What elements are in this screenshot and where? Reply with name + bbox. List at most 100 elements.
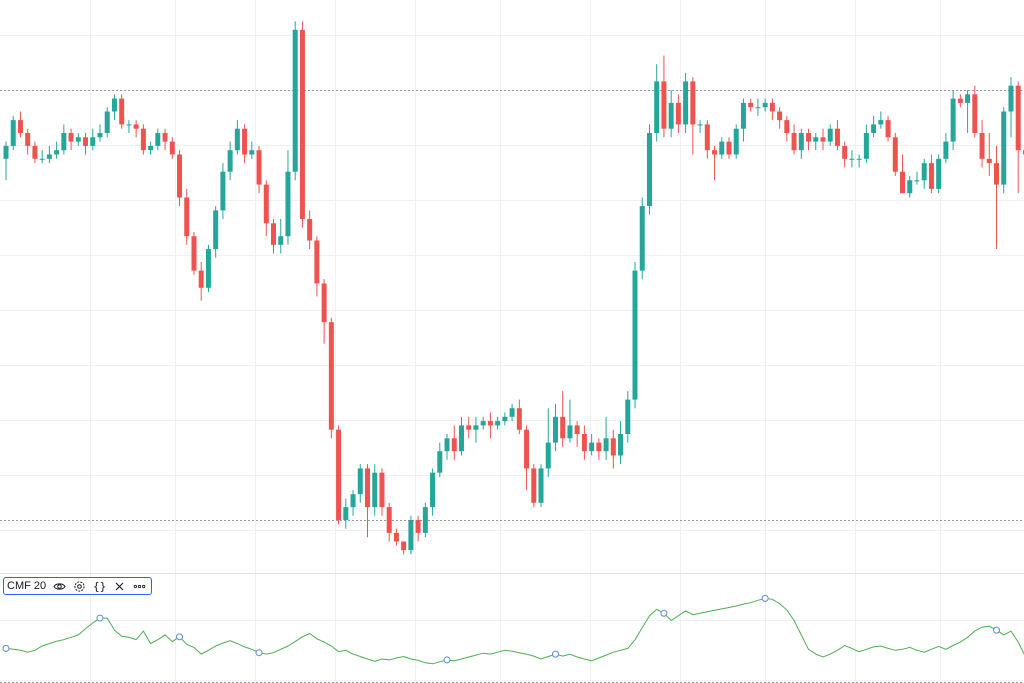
indicator-name: CMF bbox=[7, 580, 31, 592]
candle-body bbox=[61, 133, 67, 151]
candle bbox=[639, 197, 645, 280]
candle-body bbox=[813, 137, 819, 142]
candle-body bbox=[393, 532, 399, 542]
candle bbox=[972, 85, 978, 138]
cmf-marker bbox=[551, 650, 559, 658]
candle bbox=[357, 464, 363, 503]
candle-body bbox=[357, 468, 363, 495]
candle bbox=[654, 64, 660, 142]
source-code-icon[interactable]: {} bbox=[92, 579, 107, 593]
candle-body bbox=[285, 171, 291, 237]
candle-body bbox=[748, 102, 754, 108]
candle bbox=[3, 141, 9, 181]
candle bbox=[61, 124, 67, 155]
candle-body bbox=[994, 163, 1000, 185]
candle-body bbox=[733, 128, 739, 155]
candle bbox=[46, 145, 52, 164]
candle-body bbox=[806, 133, 812, 142]
candle bbox=[119, 94, 125, 129]
candle-body bbox=[589, 442, 595, 452]
candle-body bbox=[834, 128, 840, 146]
indicator-legend[interactable]: CMF 20 {} bbox=[3, 577, 153, 595]
candle-body bbox=[437, 451, 443, 473]
candle-body bbox=[762, 102, 768, 108]
candle bbox=[292, 21, 298, 181]
candle-body bbox=[777, 111, 783, 121]
candle-body bbox=[379, 472, 385, 508]
candle-body bbox=[697, 124, 703, 126]
candle bbox=[885, 115, 891, 142]
candle bbox=[784, 115, 790, 142]
candle bbox=[408, 515, 414, 555]
candle-body bbox=[639, 206, 645, 271]
candle-body bbox=[17, 120, 23, 133]
candle bbox=[697, 120, 703, 133]
close-icon[interactable] bbox=[113, 580, 126, 593]
candle bbox=[661, 55, 667, 138]
candle bbox=[690, 77, 696, 155]
cmf-marker bbox=[993, 626, 1001, 634]
candle bbox=[75, 133, 81, 146]
candle-body bbox=[798, 133, 804, 151]
candle-body bbox=[299, 29, 305, 219]
candle-body bbox=[878, 120, 884, 125]
more-icon[interactable] bbox=[133, 580, 146, 593]
candle-body bbox=[914, 180, 920, 182]
candle bbox=[278, 219, 284, 254]
candle bbox=[900, 154, 906, 194]
candle bbox=[502, 412, 508, 426]
candle bbox=[495, 416, 501, 430]
candle-body bbox=[1008, 85, 1014, 112]
candle-body bbox=[531, 468, 537, 503]
candle bbox=[871, 115, 877, 138]
indicator-title[interactable]: CMF 20 bbox=[7, 580, 46, 592]
candle bbox=[733, 124, 739, 159]
candle-body bbox=[712, 150, 718, 155]
indicator-length: 20 bbox=[33, 580, 47, 592]
candle-body bbox=[227, 150, 233, 172]
candle bbox=[668, 90, 674, 138]
candle bbox=[393, 528, 399, 546]
candle bbox=[1001, 107, 1007, 194]
candle-body bbox=[177, 154, 183, 198]
candle-body bbox=[54, 150, 60, 155]
candle bbox=[986, 133, 992, 176]
candle bbox=[806, 128, 812, 151]
candle bbox=[242, 124, 248, 164]
candle-body bbox=[900, 171, 906, 194]
candle-body bbox=[957, 98, 963, 103]
candle bbox=[285, 150, 291, 245]
candle bbox=[213, 206, 219, 258]
candle-body bbox=[39, 158, 45, 160]
candle bbox=[126, 120, 132, 133]
candle bbox=[827, 124, 833, 146]
candle-body bbox=[632, 270, 638, 400]
candle-body bbox=[986, 158, 992, 164]
candle bbox=[524, 425, 530, 490]
gear-icon[interactable] bbox=[73, 580, 86, 593]
candle-body bbox=[458, 425, 464, 452]
candle-body bbox=[307, 219, 313, 241]
candle-body bbox=[350, 494, 356, 508]
candle bbox=[372, 464, 378, 516]
candle bbox=[83, 133, 89, 155]
candle-body bbox=[473, 425, 479, 430]
candle-body bbox=[198, 270, 204, 288]
candle bbox=[299, 21, 305, 228]
candle bbox=[263, 180, 269, 237]
candle bbox=[936, 154, 942, 194]
eye-icon[interactable] bbox=[53, 580, 66, 593]
price-level-lines bbox=[0, 90, 1024, 683]
candle bbox=[104, 107, 110, 138]
candle-body bbox=[885, 120, 891, 138]
candle bbox=[560, 391, 566, 447]
candle-body bbox=[871, 124, 877, 133]
candle-body bbox=[1001, 111, 1007, 185]
candle-body bbox=[321, 283, 327, 323]
candle bbox=[618, 421, 624, 465]
candle-body bbox=[965, 94, 971, 103]
candle-body bbox=[415, 520, 421, 533]
candle bbox=[17, 111, 23, 138]
candle bbox=[719, 137, 725, 159]
